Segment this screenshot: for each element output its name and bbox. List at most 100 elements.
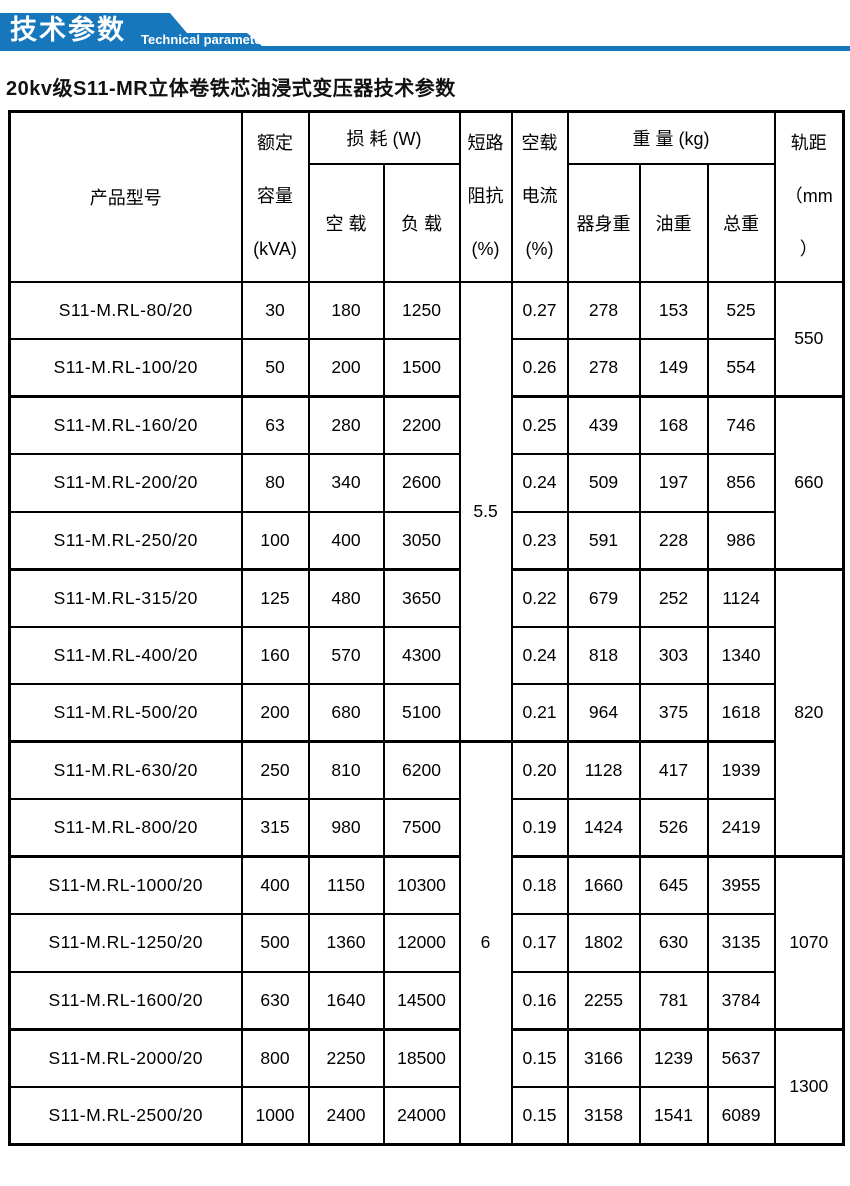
cell-oil-weight: 303 (638, 625, 709, 685)
cell-rated-capacity: 125 (240, 567, 310, 628)
cell-total-weight: 6089 (706, 1085, 776, 1145)
cell-model: S11-M.RL-200/20 (8, 453, 243, 513)
header-body-weight: 器身重 (566, 162, 641, 283)
cell-no-load-loss: 1360 (307, 913, 385, 973)
table-row: S11-M.RL-2000/20 800 2250 18500 0.15 3166 1239… (8, 1027, 845, 1145)
cell-rated-capacity: 63 (240, 395, 310, 455)
cell-no-load-current: 0.19 (510, 798, 569, 858)
cell-no-load-loss: 810 (307, 740, 385, 800)
spec-table-head: 产品型号 额定 容量 (kVA) 损 耗 (W) 短路 阻抗 (%) 空载 电流… (8, 110, 845, 283)
cell-body-weight: 1660 (566, 855, 641, 915)
cell-total-weight: 1618 (706, 683, 776, 743)
cell-no-load-current: 0.17 (510, 913, 569, 973)
spec-table: 产品型号 额定 容量 (kVA) 损 耗 (W) 短路 阻抗 (%) 空载 电流… (8, 110, 846, 1146)
cell-load-loss: 6200 (382, 740, 461, 800)
cell-no-load-loss: 280 (307, 395, 385, 455)
cell-model: S11-M.RL-500/20 (8, 683, 243, 743)
table-row: S11-M.RL-400/20 160 570 4300 0.24 818 303 1340 (8, 625, 844, 685)
cell-rated-capacity: 30 (240, 280, 310, 340)
cell-load-loss: 5100 (382, 683, 461, 743)
cell-no-load-current: 0.15 (510, 1027, 569, 1088)
cell-total-weight: 3955 (706, 855, 776, 915)
header-product-model: 产品型号 (8, 110, 243, 283)
cell-body-weight: 964 (566, 683, 641, 743)
cell-total-weight: 2419 (706, 798, 776, 858)
cell-no-load-current: 0.16 (510, 970, 569, 1030)
cell-oil-weight: 1239 (638, 1027, 709, 1088)
cell-oil-weight: 149 (638, 338, 709, 398)
cell-rated-capacity: 315 (240, 798, 310, 858)
cell-no-load-current: 0.24 (510, 625, 569, 685)
cell-model: S11-M.RL-1250/20 (8, 913, 243, 973)
cell-no-load-loss: 570 (307, 625, 385, 685)
cell-body-weight: 1128 (566, 740, 641, 800)
cell-rated-capacity: 200 (240, 683, 310, 743)
cell-load-loss: 1250 (382, 280, 461, 340)
cell-no-load-current: 0.24 (510, 453, 569, 513)
table-row: S11-M.RL-315/20 125 480 3650 0.22 679 252 1124 8… (8, 567, 845, 858)
cell-rated-capacity: 250 (240, 740, 310, 800)
table-row: S11-M.RL-630/20 250 810 6200 6 0.20 1128 417 193… (8, 740, 844, 1145)
cell-oil-weight: 153 (638, 280, 709, 340)
cell-oil-weight: 630 (638, 913, 709, 973)
cell-total-weight: 3784 (706, 970, 776, 1030)
cell-body-weight: 3166 (566, 1027, 641, 1088)
cell-model: S11-M.RL-100/20 (8, 338, 243, 398)
cell-oil-weight: 781 (638, 970, 709, 1030)
header-track-gauge: 轨距 （mm ） (773, 110, 845, 283)
table-row: S11-M.RL-200/20 80 340 2600 0.24 509 197 856 (8, 453, 844, 513)
cell-no-load-loss: 980 (307, 798, 385, 858)
cell-no-load-current: 0.18 (510, 855, 569, 915)
header-rated-capacity: 额定 容量 (kVA) (240, 110, 310, 283)
cell-body-weight: 3158 (566, 1085, 641, 1145)
cell-model: S11-M.RL-1000/20 (8, 855, 243, 915)
table-row: S11-M.RL-1600/20 630 1640 14500 0.16 2255 781 3… (8, 970, 844, 1030)
cell-oil-weight: 168 (638, 395, 709, 455)
cell-model: S11-M.RL-800/20 (8, 798, 243, 858)
cell-no-load-loss: 340 (307, 453, 385, 513)
cell-track-gauge: 1300 (773, 1027, 845, 1145)
cell-load-loss: 18500 (382, 1027, 461, 1088)
cell-no-load-current: 0.26 (510, 338, 569, 398)
cell-rated-capacity: 500 (240, 913, 310, 973)
cell-rated-capacity: 400 (240, 855, 310, 915)
table-row: S11-M.RL-2500/20 1000 2400 24000 0.15 3158 154… (8, 1085, 844, 1145)
cell-oil-weight: 417 (638, 740, 709, 800)
cell-body-weight: 591 (566, 510, 641, 570)
cell-body-weight: 1424 (566, 798, 641, 858)
cell-body-weight: 679 (566, 567, 641, 628)
cell-total-weight: 1340 (706, 625, 776, 685)
table-row: S11-M.RL-160/20 63 280 2200 0.25 439 168 746 660 (8, 395, 845, 570)
cell-no-load-loss: 180 (307, 280, 385, 340)
page-title: 20kv级S11-MR立体卷铁芯油浸式变压器技术参数 (6, 78, 456, 100)
spec-table-body: S11-M.RL-80/20 30 180 1250 5.5 0.27 278 153 525 5… (8, 280, 845, 1145)
cell-load-loss: 12000 (382, 913, 461, 973)
cell-rated-capacity: 630 (240, 970, 310, 1030)
cell-body-weight: 1802 (566, 913, 641, 973)
table-row: S11-M.RL-1000/20 400 1150 10300 0.18 1660 645 3… (8, 855, 845, 1030)
table-row: S11-M.RL-800/20 315 980 7500 0.19 1424 526 2419 (8, 798, 844, 858)
table-row: S11-M.RL-100/20 50 200 1500 0.26 278 149 554 (8, 338, 844, 398)
cell-oil-weight: 197 (638, 453, 709, 513)
cell-total-weight: 1124 (706, 567, 776, 628)
table-row: S11-M.RL-1250/20 500 1360 12000 0.17 1802 630 3… (8, 913, 844, 973)
header-load-loss: 负 载 (382, 162, 461, 283)
cell-track-gauge: 820 (773, 567, 845, 858)
cell-track-gauge: 550 (773, 280, 845, 398)
cell-load-loss: 10300 (382, 855, 461, 915)
cell-no-load-loss: 480 (307, 567, 385, 628)
cell-no-load-loss: 1150 (307, 855, 385, 915)
header-no-load-current: 空载 电流 (%) (510, 110, 569, 283)
cell-oil-weight: 526 (638, 798, 709, 858)
cell-oil-weight: 252 (638, 567, 709, 628)
table-row: S11-M.RL-80/20 30 180 1250 5.5 0.27 278 153 525 5… (8, 280, 845, 743)
header-row-2: 空 载 负 载 器身重 油重 总重 (10, 162, 844, 283)
cell-total-weight: 1939 (706, 740, 776, 800)
cell-no-load-loss: 2400 (307, 1085, 385, 1145)
cell-no-load-current: 0.22 (510, 567, 569, 628)
header-oil-weight: 油重 (638, 162, 709, 283)
cell-model: S11-M.RL-2000/20 (8, 1027, 243, 1088)
table-row: S11-M.RL-500/20 200 680 5100 0.21 964 375 1618 (8, 683, 844, 743)
cell-track-gauge: 1070 (773, 855, 845, 1030)
cell-model: S11-M.RL-160/20 (8, 395, 243, 455)
